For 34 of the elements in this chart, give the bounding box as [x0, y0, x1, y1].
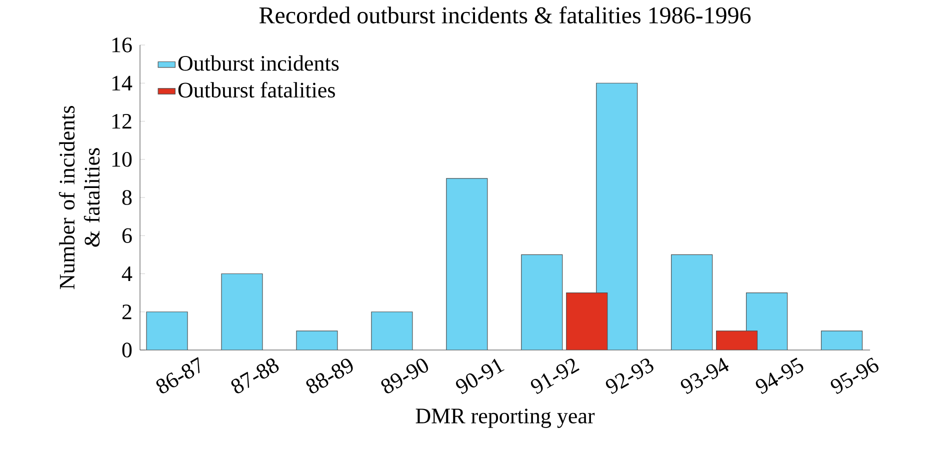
y-tick-label: 2 [122, 304, 132, 320]
x-tick-label: 95-96 [830, 358, 878, 394]
legend-label: Outburst incidents [178, 55, 339, 71]
bar [820, 330, 863, 350]
legend-label: Outburst fatalities [178, 82, 335, 98]
y-axis-title: Number of incidents & fatalities [58, 106, 100, 290]
bar [521, 254, 563, 350]
bar [716, 330, 758, 350]
x-tick-label: 89-90 [381, 358, 428, 394]
x-tick-label: 86-87 [156, 357, 200, 394]
bar [671, 254, 713, 350]
y-tick-label: 12 [112, 114, 132, 129]
y-tick-label: 6 [122, 228, 132, 244]
y-tick-label: 10 [112, 152, 132, 167]
x-tick-label: 92-93 [606, 358, 654, 394]
bar [296, 330, 338, 350]
x-tick-label: 88-89 [306, 358, 353, 394]
bar [371, 312, 413, 350]
bar [221, 273, 263, 350]
x-tick-label: 94-95 [756, 358, 804, 394]
bar [146, 312, 188, 350]
y-tick-label: 8 [122, 190, 132, 205]
y-tick-label: 0 [122, 342, 132, 358]
y-tick-label: 16 [112, 38, 132, 52]
y-tick-label: 4 [122, 266, 132, 281]
y-tick-label: 14 [112, 76, 132, 90]
bar [446, 178, 488, 350]
x-tick-label: 91-92 [530, 358, 580, 394]
x-axis-title: DMR reporting year [416, 408, 595, 428]
x-tick-label: 87-88 [231, 358, 279, 394]
x-tick-label: 93-94 [680, 358, 729, 394]
bar [566, 292, 608, 350]
chart-title: Recorded outburst incidents & fatalities 1986-1996 [259, 6, 751, 24]
x-tick-label: 90-91 [456, 358, 504, 394]
